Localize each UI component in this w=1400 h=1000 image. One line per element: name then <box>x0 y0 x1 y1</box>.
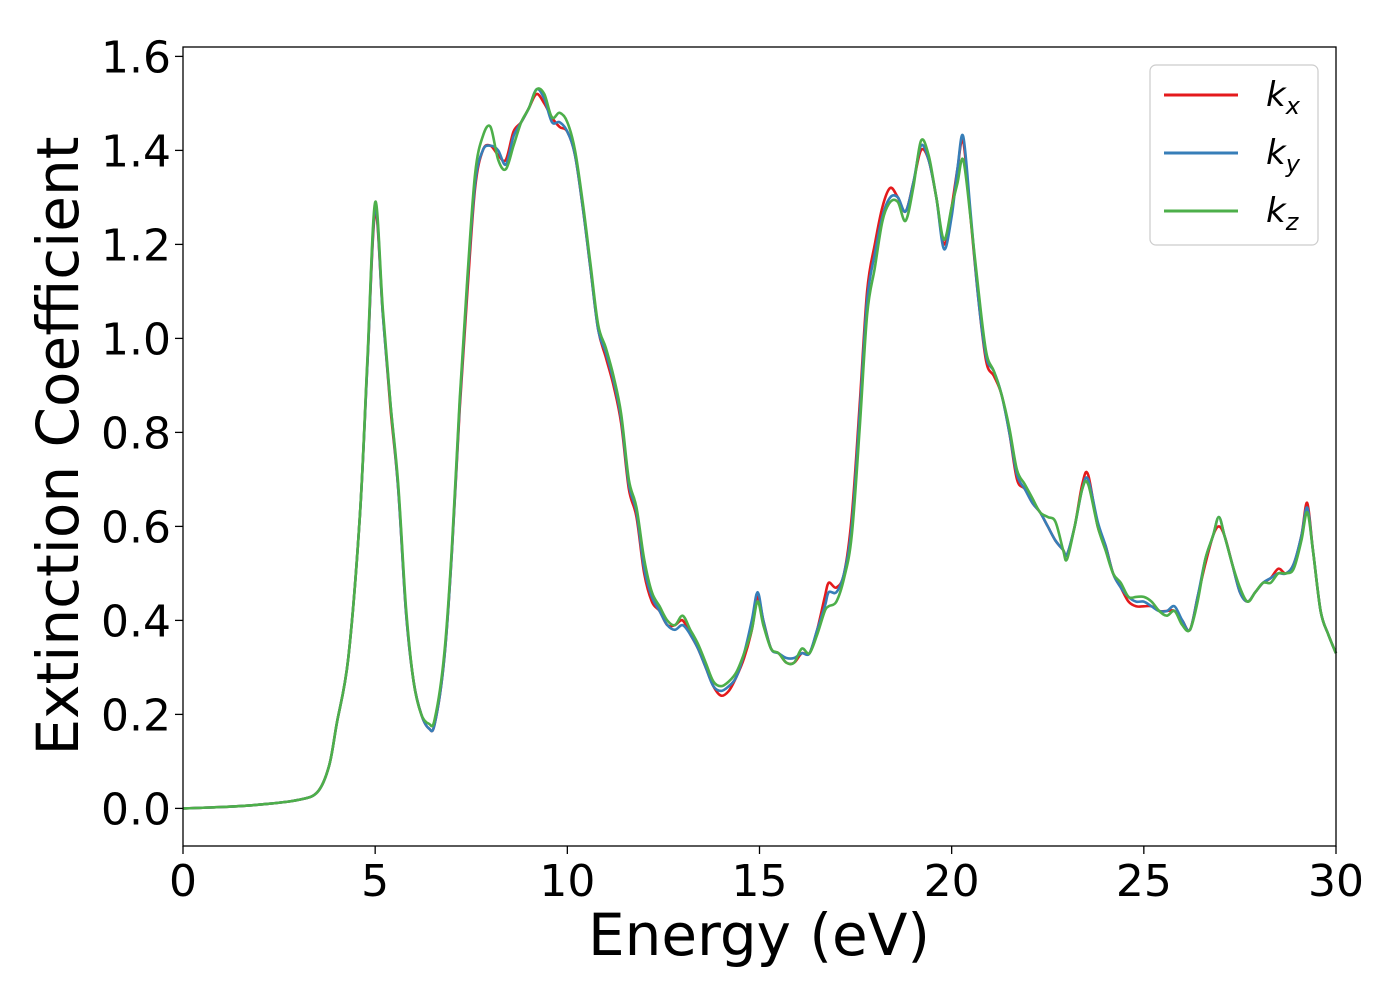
series-line-kz <box>182 87 1338 810</box>
x-tick-label: 30 <box>1308 856 1364 907</box>
y-tick-label: 1.0 <box>101 314 171 365</box>
y-tick-label: 0.6 <box>101 502 171 553</box>
x-tick-label: 20 <box>924 856 980 907</box>
x-tick-label: 5 <box>361 856 389 907</box>
x-tick-label: 10 <box>539 856 595 907</box>
y-tick-label: 1.4 <box>101 126 171 177</box>
legend: kx ky kz <box>1149 64 1319 246</box>
legend-label-kx: kx <box>1266 75 1301 120</box>
y-tick-label: 0.4 <box>101 596 171 647</box>
legend-label-ky: ky <box>1266 133 1301 178</box>
x-tick-label: 25 <box>1116 856 1172 907</box>
legend-label-kz: kz <box>1266 191 1300 236</box>
series-layer <box>182 87 1338 810</box>
x-axis-title: Energy (eV) <box>588 901 930 969</box>
legend-box <box>1149 64 1319 246</box>
x-tick-label: 0 <box>169 856 197 907</box>
y-tick-label: 0.8 <box>101 408 171 459</box>
y-axis-title: Extinction Coefficient <box>24 137 92 756</box>
y-tick-label: 1.6 <box>101 32 171 83</box>
y-axis: 0.0 0.2 0.4 0.6 0.8 1.0 1.2 1.4 1.6 <box>101 32 183 835</box>
y-tick-label: 1.2 <box>101 220 171 271</box>
x-axis: 0 5 10 15 20 25 30 <box>169 846 1364 907</box>
y-tick-label: 0.0 <box>101 784 171 835</box>
x-tick-label: 15 <box>732 856 788 907</box>
y-tick-label: 0.2 <box>101 690 171 741</box>
